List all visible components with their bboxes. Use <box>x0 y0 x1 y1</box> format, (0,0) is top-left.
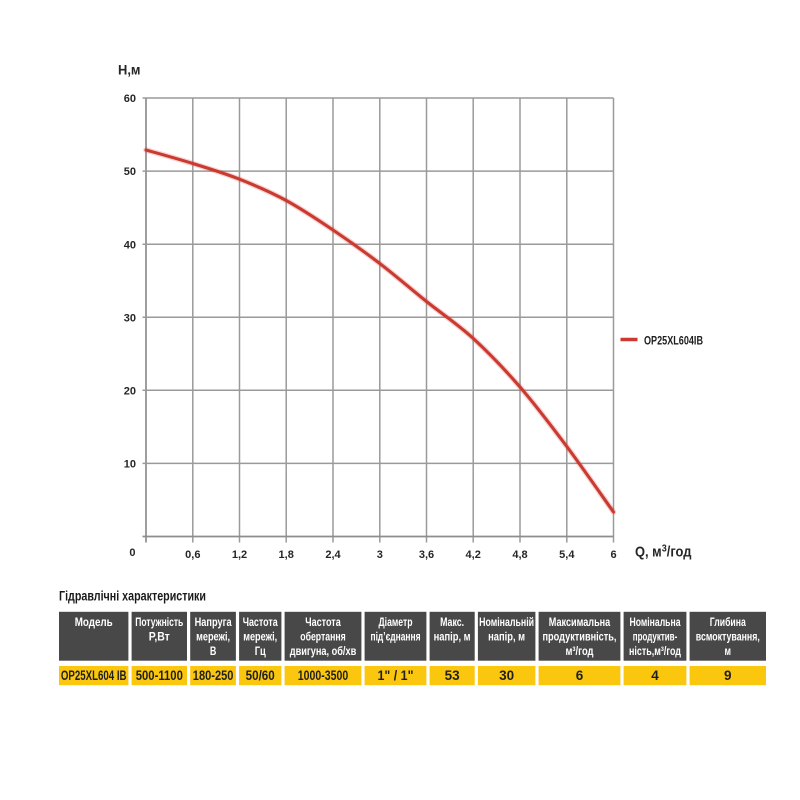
svg-text:60: 60 <box>124 93 136 105</box>
svg-text:всмоктування,: всмоктування, <box>696 629 760 643</box>
svg-text:Частота: Частота <box>305 615 341 629</box>
svg-text:4: 4 <box>651 668 659 683</box>
svg-text:OP25XL604IB: OP25XL604IB <box>644 334 703 348</box>
svg-text:OP25XL604 IB: OP25XL604 IB <box>61 668 127 683</box>
svg-text:1000-3500: 1000-3500 <box>298 668 348 683</box>
svg-text:під’єднання: під’єднання <box>371 629 421 643</box>
svg-text:50: 50 <box>124 166 136 178</box>
svg-text:0: 0 <box>129 547 135 559</box>
svg-text:двигуна, об/хв: двигуна, об/хв <box>290 644 357 658</box>
svg-text:напір, м: напір, м <box>488 629 525 643</box>
svg-text:50/60: 50/60 <box>246 668 275 683</box>
svg-text:6: 6 <box>610 549 616 561</box>
svg-text:м: м <box>725 644 732 658</box>
svg-text:Н,м: Н,м <box>118 62 141 78</box>
svg-text:10: 10 <box>124 459 136 471</box>
svg-text:мережі,: мережі, <box>243 629 277 643</box>
svg-text:напір, м: напір, м <box>434 629 471 643</box>
svg-text:30: 30 <box>499 668 514 683</box>
svg-text:3: 3 <box>377 549 383 561</box>
svg-text:Макс.: Макс. <box>440 615 464 629</box>
svg-text:Гідравлічні характеристики: Гідравлічні характеристики <box>59 589 206 604</box>
svg-text:40: 40 <box>124 239 136 251</box>
svg-text:Потужність: Потужність <box>135 615 183 629</box>
svg-text:Номінальна: Номінальна <box>630 615 681 629</box>
svg-text:4,2: 4,2 <box>466 549 481 561</box>
svg-text:Глибина: Глибина <box>710 615 746 629</box>
svg-text:Гц: Гц <box>255 644 267 658</box>
svg-text:продуктивність,: продуктивність, <box>543 629 617 643</box>
svg-text:обертання: обертання <box>300 629 346 643</box>
svg-text:Діаметр: Діаметр <box>379 615 413 629</box>
svg-text:2,4: 2,4 <box>325 549 341 561</box>
svg-text:1,2: 1,2 <box>232 549 247 561</box>
svg-text:Напруга: Напруга <box>195 615 232 629</box>
svg-text:1" / 1": 1" / 1" <box>378 668 414 683</box>
svg-text:продуктив-: продуктив- <box>633 629 678 643</box>
svg-text:Частота: Частота <box>243 615 278 629</box>
svg-text:Номінальній: Номінальній <box>479 615 534 629</box>
svg-text:30: 30 <box>124 312 136 324</box>
svg-text:4,8: 4,8 <box>512 549 527 561</box>
svg-text:мережі,: мережі, <box>196 629 230 643</box>
svg-text:м³/год: м³/год <box>566 644 594 658</box>
svg-text:9: 9 <box>724 668 732 683</box>
svg-text:180-250: 180-250 <box>193 668 234 683</box>
svg-text:20: 20 <box>124 385 136 397</box>
svg-text:5,4: 5,4 <box>559 549 575 561</box>
svg-text:0,6: 0,6 <box>185 549 200 561</box>
svg-text:В: В <box>210 644 217 658</box>
svg-text:Максимальна: Максимальна <box>549 615 611 629</box>
svg-text:ність,м³/год: ність,м³/год <box>629 644 681 658</box>
svg-text:Р,Вт: Р,Вт <box>149 629 170 643</box>
svg-text:Модель: Модель <box>75 615 113 629</box>
svg-text:1,8: 1,8 <box>279 549 294 561</box>
svg-text:Q, м3/год: Q, м3/год <box>635 543 692 560</box>
svg-text:500-1100: 500-1100 <box>136 668 183 683</box>
svg-text:6: 6 <box>576 668 584 683</box>
svg-text:3,6: 3,6 <box>419 549 434 561</box>
svg-text:53: 53 <box>445 668 461 683</box>
